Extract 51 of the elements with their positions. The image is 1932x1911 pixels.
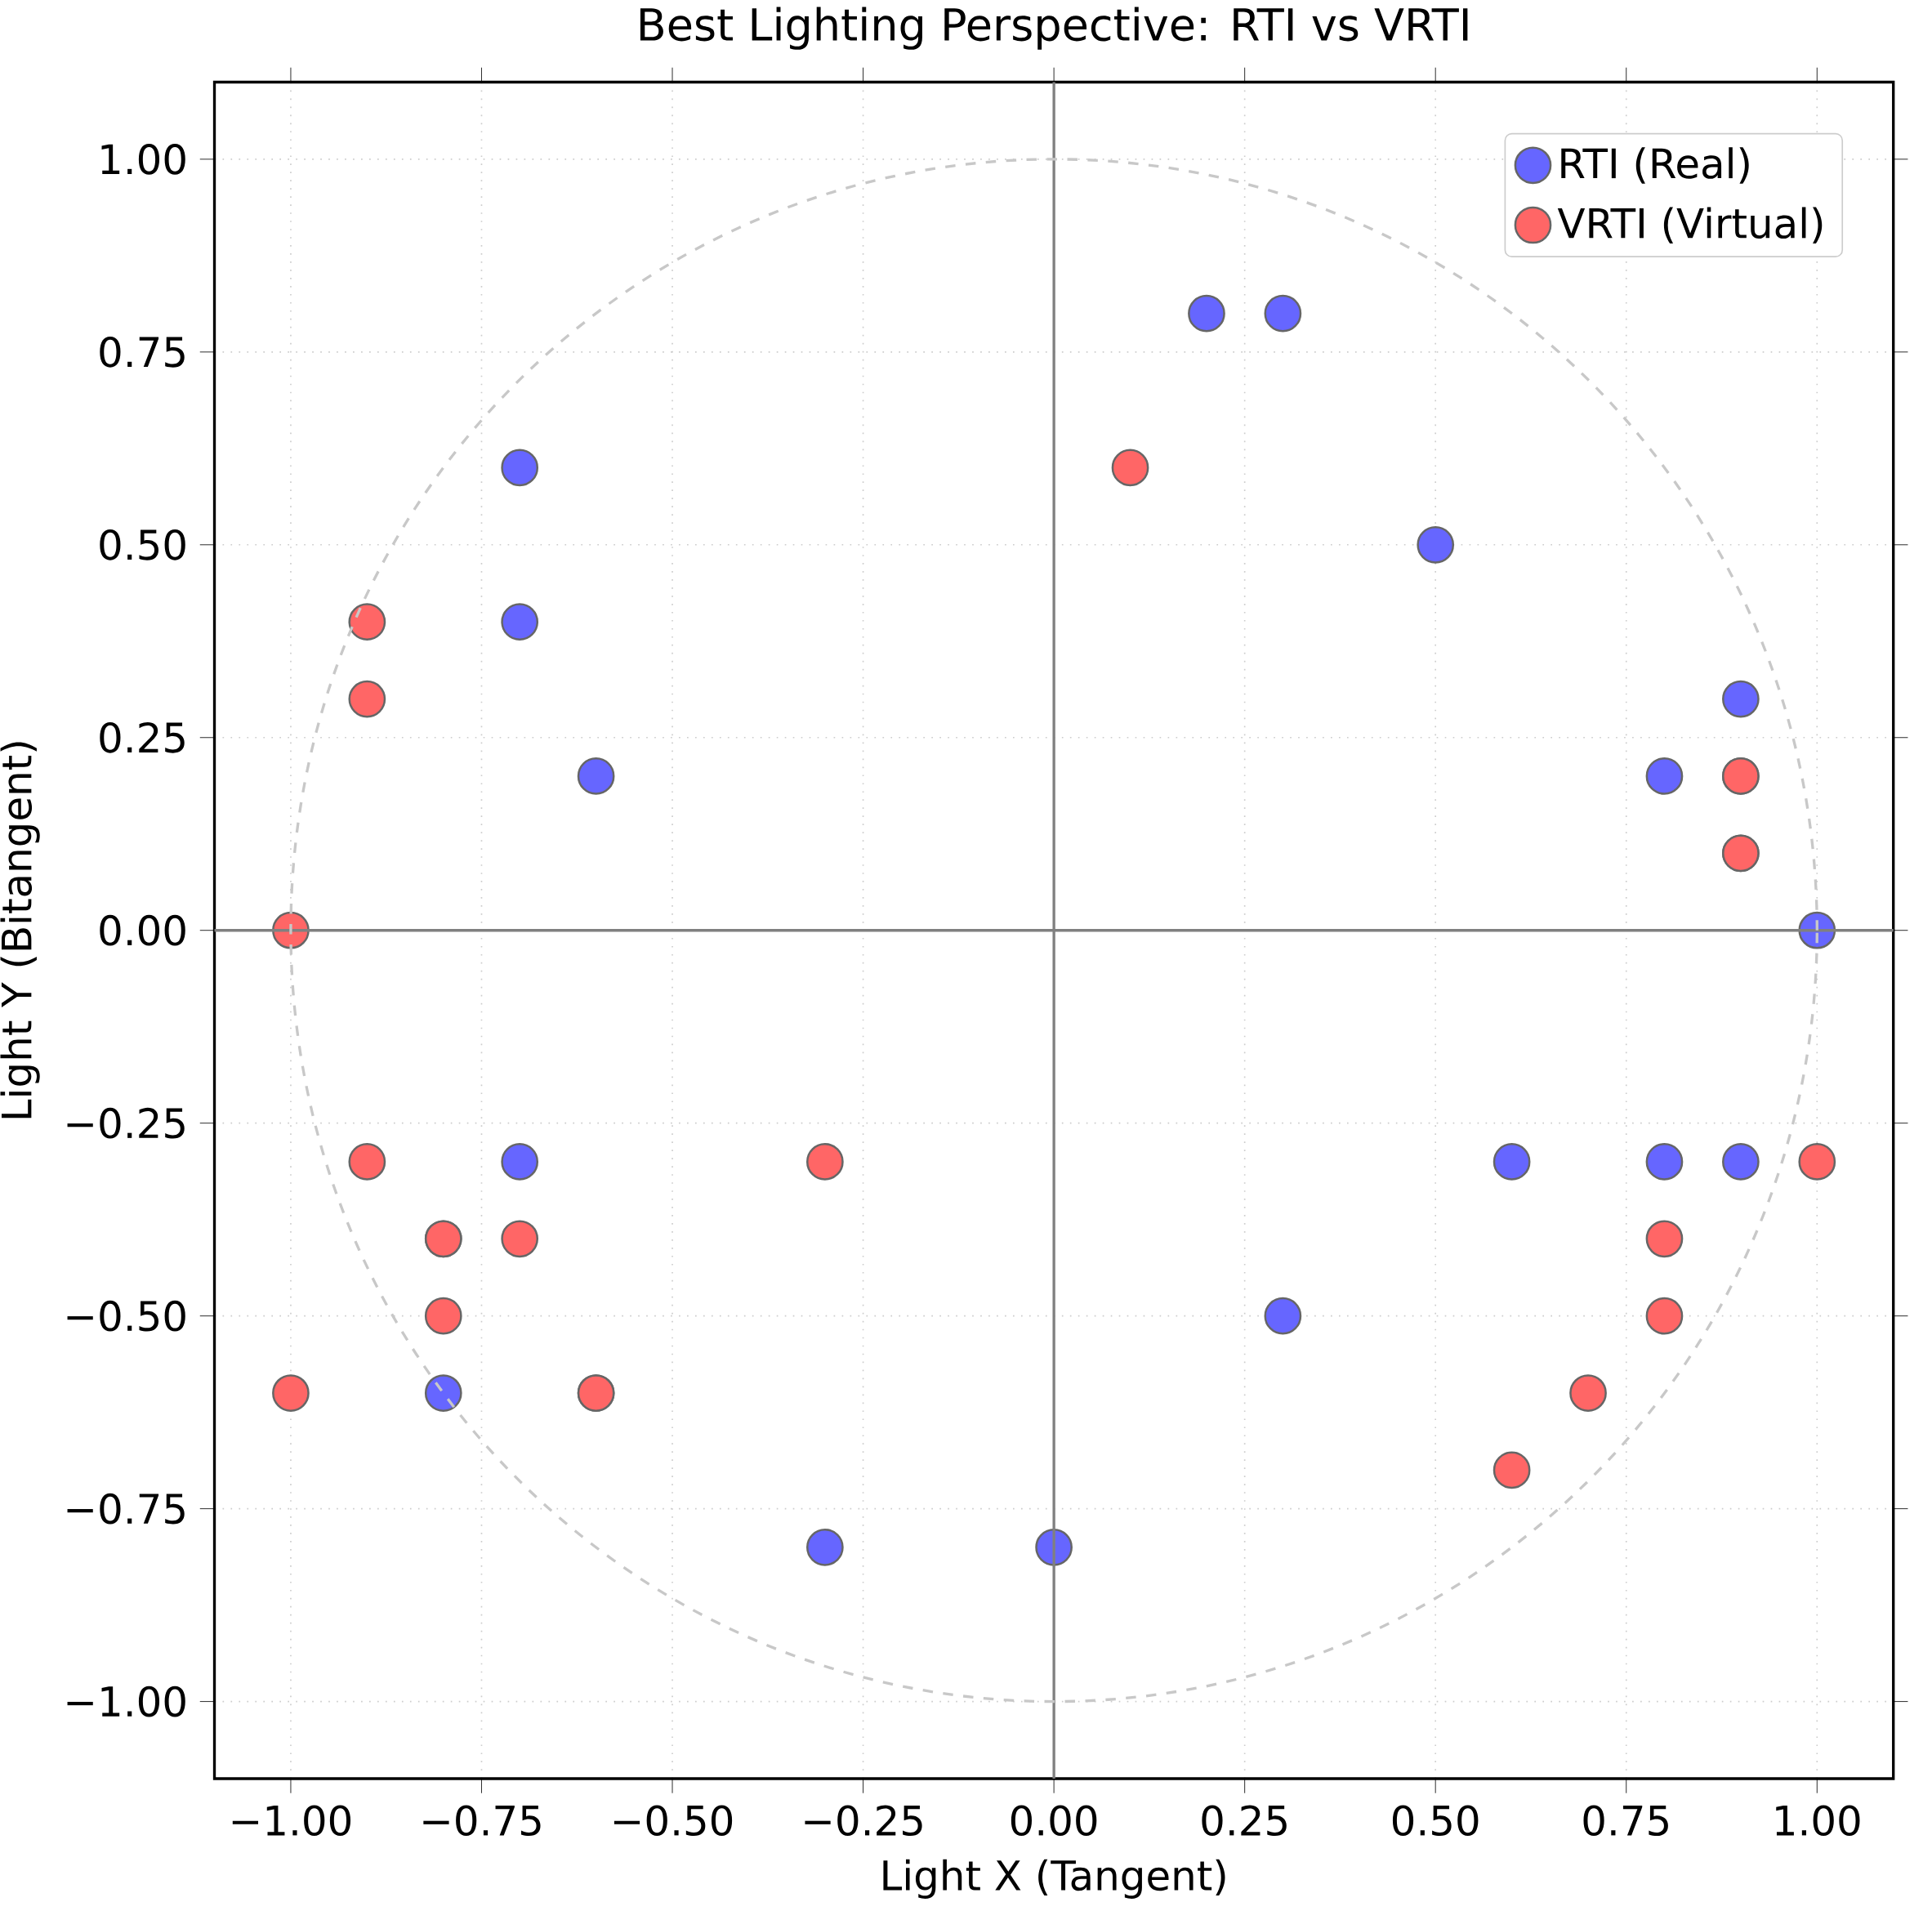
x-tick-label: −0.50 xyxy=(614,1805,733,1837)
point xyxy=(1493,1451,1531,1489)
y-tick-label: 0.75 xyxy=(100,336,185,368)
point xyxy=(1264,294,1302,333)
point xyxy=(348,680,386,718)
point xyxy=(1645,1143,1684,1181)
point xyxy=(577,757,615,795)
point xyxy=(1417,525,1455,564)
point xyxy=(805,1143,844,1181)
point xyxy=(501,449,539,487)
point xyxy=(424,1374,462,1412)
y-tick-label: −0.75 xyxy=(67,1493,185,1525)
point xyxy=(1645,1297,1684,1335)
point xyxy=(805,1528,844,1566)
point xyxy=(501,1220,539,1258)
x-tick-label: 0.50 xyxy=(1392,1805,1479,1837)
legend-label: RTI (Real) xyxy=(1561,147,1749,184)
y-tick-label: −1.00 xyxy=(67,1686,185,1717)
y-tick-label: 0.50 xyxy=(100,529,185,560)
x-tick-label: 0.25 xyxy=(1202,1805,1287,1837)
point xyxy=(1645,1220,1684,1258)
point xyxy=(1493,1143,1531,1181)
x-axis-title: Light X (Tangent) xyxy=(883,1859,1225,1899)
legend-label: VRTI (Virtual) xyxy=(1557,207,1823,243)
point xyxy=(501,603,539,641)
x-tick-label: 1.00 xyxy=(1776,1805,1860,1837)
point xyxy=(1798,1143,1836,1181)
y-tick-label: 1.00 xyxy=(101,144,185,175)
chart-title: Best Lighting Perspective: RTI vs VRTI xyxy=(640,7,1468,50)
point xyxy=(1722,680,1760,718)
point xyxy=(1569,1374,1607,1412)
point xyxy=(272,1374,310,1412)
y-tick-label: −0.25 xyxy=(67,1107,185,1139)
x-tick-label: −0.25 xyxy=(805,1805,922,1837)
x-tick-label: 0.00 xyxy=(1011,1805,1097,1837)
point xyxy=(1645,757,1684,795)
point xyxy=(348,1143,386,1181)
point xyxy=(348,603,386,641)
y-tick-label: −0.50 xyxy=(67,1300,185,1332)
y-axis-title: Light Y (Bitangent) xyxy=(0,742,40,1118)
point xyxy=(424,1297,462,1335)
x-tick-label: −1.00 xyxy=(232,1805,351,1837)
x-tick-label: 0.75 xyxy=(1583,1805,1668,1837)
point xyxy=(1722,1143,1760,1181)
y-tick-label: 0.00 xyxy=(100,914,185,946)
point xyxy=(501,1143,539,1181)
y-tick-label: 0.25 xyxy=(100,721,185,753)
point xyxy=(1188,294,1225,333)
x-tick-label: −0.75 xyxy=(423,1805,541,1837)
point xyxy=(1111,449,1149,487)
point xyxy=(1264,1297,1302,1335)
